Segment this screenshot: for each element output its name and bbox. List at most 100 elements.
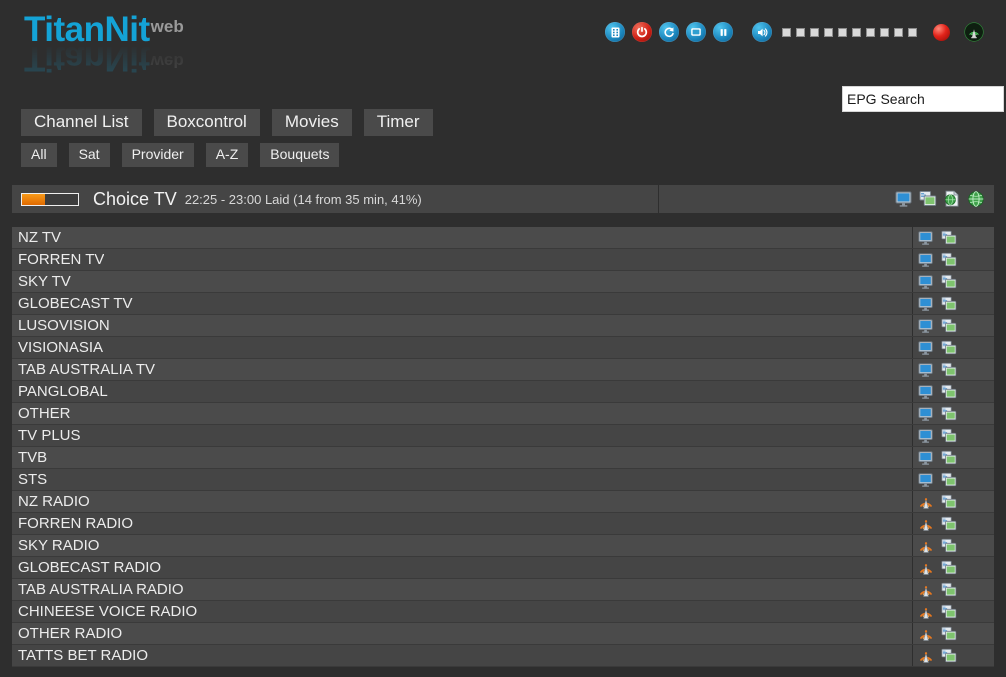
window-stack-icon[interactable] xyxy=(941,340,957,356)
channel-row[interactable]: PANGLOBAL xyxy=(12,381,994,403)
radio-antenna-icon[interactable] xyxy=(918,648,934,664)
monitor-icon[interactable] xyxy=(918,450,934,466)
channel-row-inner: NZ RADIO xyxy=(12,491,994,512)
volume-block[interactable] xyxy=(810,27,819,37)
epg-search-input[interactable] xyxy=(842,86,1004,112)
channel-row[interactable]: GLOBECAST TV xyxy=(12,293,994,315)
logo-primary-text: TitanNit xyxy=(24,10,150,49)
window-stack-icon[interactable] xyxy=(941,450,957,466)
screen-icon[interactable] xyxy=(686,22,706,42)
channel-name: PANGLOBAL xyxy=(18,383,108,400)
page-globe-icon[interactable] xyxy=(943,190,961,208)
monitor-icon[interactable] xyxy=(918,362,934,378)
channel-row-actions xyxy=(918,230,994,246)
window-stack-icon[interactable] xyxy=(919,190,937,208)
keypad-icon[interactable] xyxy=(605,22,625,42)
window-stack-icon[interactable] xyxy=(941,296,957,312)
radio-antenna-icon[interactable] xyxy=(918,582,934,598)
window-stack-icon[interactable] xyxy=(941,230,957,246)
window-stack-icon[interactable] xyxy=(941,538,957,554)
channel-row[interactable]: OTHER xyxy=(12,403,994,425)
channel-row[interactable]: VISIONASIA xyxy=(12,337,994,359)
channel-row[interactable]: OTHER RADIO xyxy=(12,623,994,645)
volume-icon[interactable] xyxy=(752,22,772,42)
power-icon[interactable] xyxy=(632,22,652,42)
volume-block[interactable] xyxy=(894,27,903,37)
channel-row[interactable]: NZ RADIO xyxy=(12,491,994,513)
monitor-icon[interactable] xyxy=(918,428,934,444)
subtab-sat[interactable]: Sat xyxy=(68,143,110,167)
window-stack-icon[interactable] xyxy=(941,384,957,400)
window-stack-icon[interactable] xyxy=(941,516,957,532)
window-stack-icon[interactable] xyxy=(941,274,957,290)
radio-antenna-icon[interactable] xyxy=(918,604,934,620)
volume-block[interactable] xyxy=(866,27,875,37)
monitor-icon[interactable] xyxy=(918,252,934,268)
channel-row[interactable]: STS xyxy=(12,469,994,491)
channel-row[interactable]: TAB AUSTRALIA TV xyxy=(12,359,994,381)
channel-row[interactable]: SKY RADIO xyxy=(12,535,994,557)
channel-row[interactable]: TAB AUSTRALIA RADIO xyxy=(12,579,994,601)
window-stack-icon[interactable] xyxy=(941,318,957,334)
channel-row[interactable]: TATTS BET RADIO xyxy=(12,645,994,667)
radio-antenna-icon[interactable] xyxy=(918,494,934,510)
window-stack-icon[interactable] xyxy=(941,582,957,598)
pause-icon[interactable] xyxy=(713,22,733,42)
window-stack-icon[interactable] xyxy=(941,252,957,268)
monitor-icon[interactable] xyxy=(918,230,934,246)
volume-block[interactable] xyxy=(880,27,889,37)
volume-block[interactable] xyxy=(796,27,805,37)
subtab-bouquets[interactable]: Bouquets xyxy=(260,143,340,167)
volume-block[interactable] xyxy=(824,27,833,37)
radio-antenna-icon[interactable] xyxy=(918,560,934,576)
window-stack-icon[interactable] xyxy=(941,604,957,620)
tab-channel-list[interactable]: Channel List xyxy=(21,109,142,136)
channel-row-actions xyxy=(918,626,994,642)
tab-boxcontrol[interactable]: Boxcontrol xyxy=(153,109,260,136)
window-stack-icon[interactable] xyxy=(941,626,957,642)
volume-block[interactable] xyxy=(838,27,847,37)
channel-row[interactable]: FORREN TV xyxy=(12,249,994,271)
window-stack-icon[interactable] xyxy=(941,428,957,444)
globe-icon[interactable] xyxy=(967,190,985,208)
channel-row[interactable]: LUSOVISION xyxy=(12,315,994,337)
radio-antenna-icon[interactable] xyxy=(918,538,934,554)
now-playing-channel: Choice TV xyxy=(93,188,177,209)
channel-row[interactable]: FORREN RADIO xyxy=(12,513,994,535)
channel-row[interactable]: CHINEESE VOICE RADIO xyxy=(12,601,994,623)
monitor-icon[interactable] xyxy=(918,318,934,334)
tab-movies[interactable]: Movies xyxy=(271,109,352,136)
channel-row-actions xyxy=(918,648,994,664)
subtab-all[interactable]: All xyxy=(21,143,57,167)
volume-block[interactable] xyxy=(908,27,917,37)
window-stack-icon[interactable] xyxy=(941,472,957,488)
channel-row[interactable]: SKY TV xyxy=(12,271,994,293)
monitor-icon[interactable] xyxy=(918,384,934,400)
channel-row[interactable]: GLOBECAST RADIO xyxy=(12,557,994,579)
monitor-icon[interactable] xyxy=(918,472,934,488)
radio-antenna-icon[interactable] xyxy=(918,626,934,642)
tab-timer[interactable]: Timer xyxy=(363,109,433,136)
subtab-provider[interactable]: Provider xyxy=(121,143,194,167)
signal-antenna-icon[interactable] xyxy=(964,22,984,42)
refresh-icon[interactable] xyxy=(659,22,679,42)
monitor-icon[interactable] xyxy=(918,406,934,422)
volume-block[interactable] xyxy=(852,27,861,37)
volume-level-blocks[interactable] xyxy=(782,27,917,37)
monitor-icon[interactable] xyxy=(918,340,934,356)
monitor-icon[interactable] xyxy=(895,190,913,208)
channel-row[interactable]: TV PLUS xyxy=(12,425,994,447)
monitor-icon[interactable] xyxy=(918,296,934,312)
window-stack-icon[interactable] xyxy=(941,362,957,378)
window-stack-icon[interactable] xyxy=(941,560,957,576)
window-stack-icon[interactable] xyxy=(941,494,957,510)
now-playing-bar: Choice TV 22:25 - 23:00 Laid (14 from 35… xyxy=(12,185,994,213)
window-stack-icon[interactable] xyxy=(941,406,957,422)
volume-block[interactable] xyxy=(782,27,791,37)
window-stack-icon[interactable] xyxy=(941,648,957,664)
monitor-icon[interactable] xyxy=(918,274,934,290)
channel-row[interactable]: TVB xyxy=(12,447,994,469)
channel-row[interactable]: NZ TV xyxy=(12,227,994,249)
radio-antenna-icon[interactable] xyxy=(918,516,934,532)
subtab-a-z[interactable]: A-Z xyxy=(205,143,249,167)
